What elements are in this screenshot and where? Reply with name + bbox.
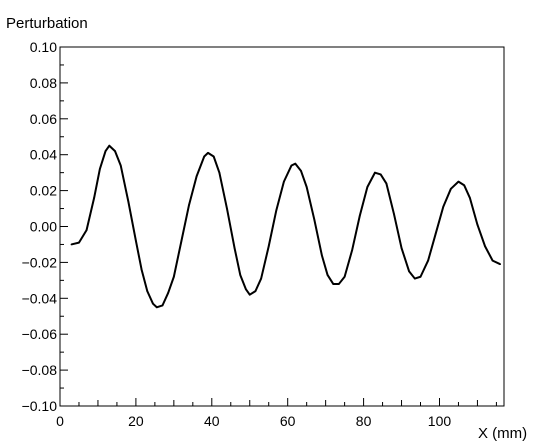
x-tick-label: 40 bbox=[204, 413, 220, 429]
y-tick-label: 0.10 bbox=[30, 39, 57, 55]
x-tick-label: 60 bbox=[280, 413, 296, 429]
data-point bbox=[93, 196, 95, 199]
data-point bbox=[414, 277, 416, 280]
x-tick-label: 100 bbox=[428, 413, 452, 429]
data-point bbox=[338, 283, 340, 285]
data-point bbox=[254, 290, 257, 292]
data-point bbox=[207, 152, 209, 154]
data-point bbox=[239, 274, 242, 276]
data-points bbox=[70, 144, 502, 309]
data-point bbox=[313, 218, 316, 221]
data-point bbox=[469, 196, 471, 199]
y-tick-label: 0.04 bbox=[30, 147, 57, 163]
data-point bbox=[218, 171, 221, 174]
y-tick-label: 0.00 bbox=[30, 219, 57, 235]
data-point bbox=[119, 164, 122, 167]
data-point bbox=[212, 155, 215, 158]
x-tick-label: 20 bbox=[128, 413, 144, 429]
data-point bbox=[275, 209, 278, 212]
data-point bbox=[233, 247, 236, 249]
data-point bbox=[104, 150, 107, 152]
data-point bbox=[78, 241, 80, 244]
data-point bbox=[260, 277, 262, 280]
data-point bbox=[393, 213, 395, 215]
x-axis: 0 20 40 60 80 100 bbox=[56, 398, 497, 429]
data-point bbox=[499, 263, 502, 265]
y-tick-label: 0.06 bbox=[30, 111, 57, 127]
data-point bbox=[203, 155, 206, 158]
data-point bbox=[442, 205, 445, 208]
data-point bbox=[351, 249, 354, 251]
y-tick-label: −0.10 bbox=[22, 398, 58, 414]
data-point bbox=[321, 254, 323, 257]
y-axis: 0.10 0.08 0.06 0.04 0.02 0.00 −0.02 −0.04 −0.06 −… bbox=[22, 39, 68, 414]
data-point bbox=[476, 223, 479, 226]
y-tick-label: 0.02 bbox=[30, 183, 57, 199]
data-point bbox=[450, 188, 452, 190]
data-point bbox=[267, 245, 270, 248]
data-point bbox=[491, 259, 494, 262]
data-point bbox=[366, 186, 369, 188]
data-point bbox=[70, 243, 73, 246]
data-point bbox=[173, 275, 175, 278]
perturbation-line bbox=[71, 144, 501, 309]
data-point bbox=[434, 232, 437, 235]
data-point bbox=[385, 182, 388, 185]
data-point bbox=[226, 207, 228, 210]
y-tick-label: −0.06 bbox=[22, 326, 58, 342]
x-axis-label: X (mm) bbox=[478, 425, 527, 442]
x-tick-label: 80 bbox=[356, 413, 372, 429]
data-point bbox=[484, 245, 486, 248]
data-point bbox=[343, 275, 346, 278]
data-point bbox=[167, 292, 169, 294]
y-tick-label: −0.04 bbox=[22, 290, 58, 306]
y-axis-label: Perturbation bbox=[6, 15, 88, 32]
data-point bbox=[408, 270, 410, 273]
data-point bbox=[188, 204, 190, 206]
data-point bbox=[114, 150, 116, 152]
y-tick-label: −0.02 bbox=[22, 254, 58, 270]
data-point bbox=[290, 164, 293, 167]
data-point bbox=[99, 168, 101, 170]
data-point bbox=[379, 173, 382, 176]
data-point bbox=[146, 290, 149, 292]
data-point bbox=[419, 275, 422, 278]
data-point bbox=[400, 247, 403, 249]
data-point bbox=[155, 306, 158, 309]
data-point bbox=[108, 144, 111, 147]
data-point bbox=[245, 288, 247, 291]
data-point bbox=[180, 240, 183, 242]
data-point bbox=[457, 180, 460, 183]
data-point bbox=[161, 304, 164, 307]
data-point bbox=[326, 274, 329, 276]
data-point bbox=[305, 186, 308, 188]
data-point bbox=[195, 175, 198, 178]
data-point bbox=[427, 259, 429, 262]
data-point bbox=[85, 229, 88, 231]
y-tick-label: 0.08 bbox=[30, 75, 57, 91]
data-point bbox=[294, 162, 297, 165]
data-point bbox=[332, 283, 335, 285]
data-point bbox=[358, 214, 361, 217]
data-point bbox=[374, 171, 376, 174]
data-point bbox=[152, 302, 154, 305]
data-point bbox=[248, 293, 251, 296]
data-point bbox=[300, 170, 302, 172]
data-point bbox=[283, 180, 285, 183]
y-tick-label: −0.08 bbox=[22, 362, 58, 378]
data-point bbox=[463, 184, 465, 187]
data-point bbox=[127, 200, 130, 203]
data-point bbox=[140, 268, 143, 271]
x-tick-label: 0 bbox=[56, 413, 64, 429]
data-point bbox=[135, 240, 137, 242]
